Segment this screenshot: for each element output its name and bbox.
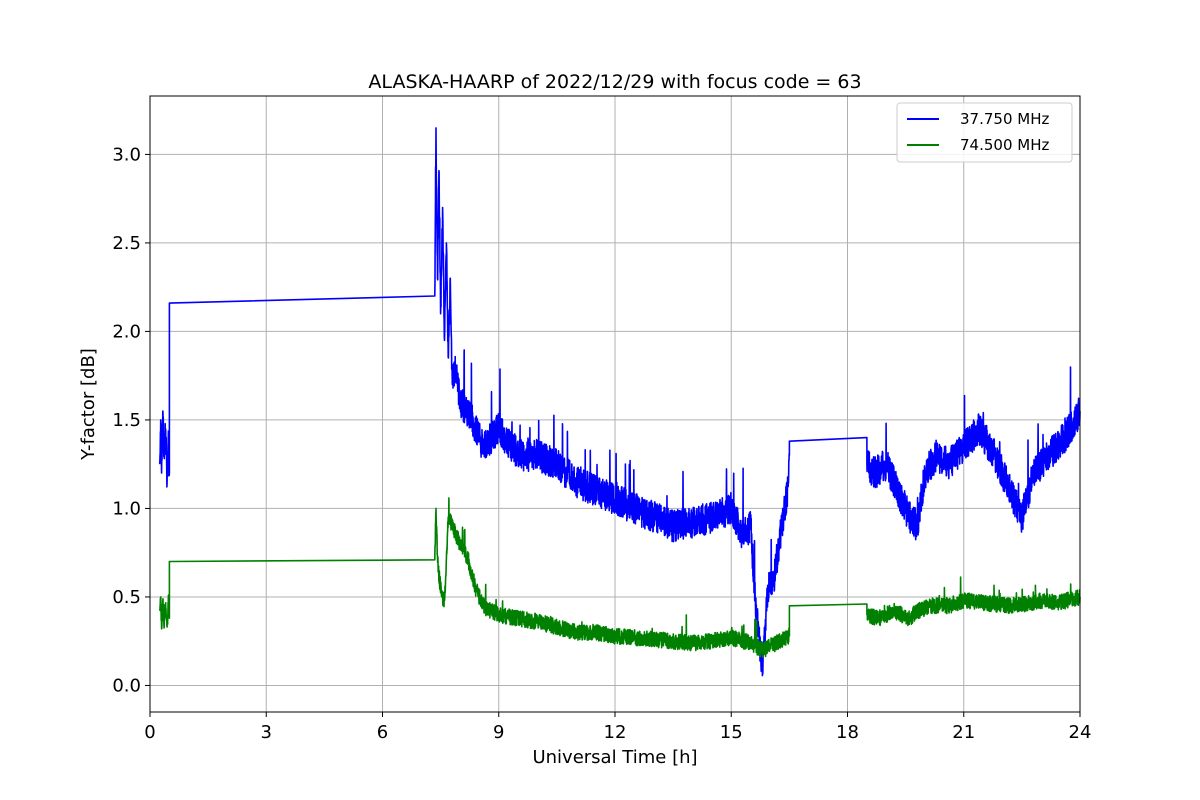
y-tick-label: 0.5 [112,587,141,608]
x-tick-label: 3 [261,722,272,743]
x-tick-label: 9 [493,722,504,743]
legend: 37.750 MHz 74.500 MHz [896,102,1073,163]
legend-label: 37.750 MHz [960,110,1049,128]
x-tick-label: 15 [720,722,743,743]
legend-box [896,102,1073,163]
x-tick-label: 24 [1069,722,1092,743]
legend-label: 74.500 MHz [960,136,1049,154]
chart-title: ALASKA-HAARP of 2022/12/29 with focus co… [368,71,861,93]
x-tick-label: 6 [377,722,388,743]
x-axis-title: Universal Time [h] [532,747,697,768]
x-tick-label: 21 [952,722,975,743]
plot-series [158,127,1081,677]
y-tick-label: 1.0 [112,498,141,519]
series-line-1 [158,127,1081,677]
y-tick-label: 3.0 [112,144,141,165]
series-line-2 [159,497,1081,658]
x-tick-label: 0 [144,722,155,743]
axes-ticks: 0 3 6 9 12 15 18 21 24 0.0 0.5 1.0 1.5 2.0 2.5 3.0 [112,144,1091,743]
x-tick-label: 18 [836,722,859,743]
y-tick-label: 1.5 [112,410,141,431]
y-axis-title: Y-factor [dB] [78,348,99,461]
y-tick-label: 0.0 [112,675,141,696]
y-tick-label: 2.5 [112,233,141,254]
x-tick-label: 12 [604,722,627,743]
y-tick-label: 2.0 [112,321,141,342]
